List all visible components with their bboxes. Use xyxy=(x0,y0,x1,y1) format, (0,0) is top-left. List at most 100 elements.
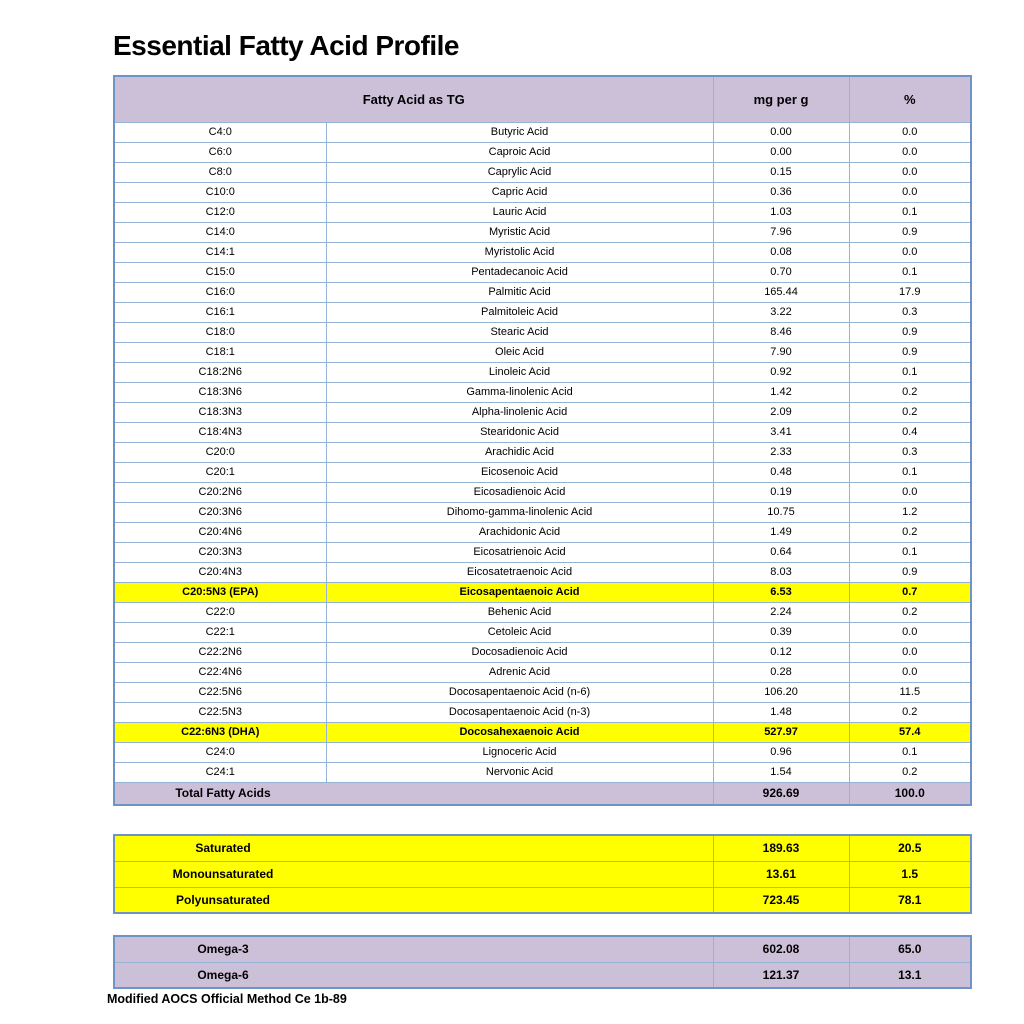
table-row: C18:3N6 Gamma-linolenic Acid 1.42 0.2 xyxy=(113,381,972,403)
summary-label-cell: Saturated xyxy=(113,834,714,862)
fatty-acid-code-cell: C22:5N6 xyxy=(113,681,327,703)
omega-mg-cell: 121.37 xyxy=(712,961,850,989)
omega-summary-rows: Omega-3 602.08 65.0 Omega-6 121.37 13.1 xyxy=(113,935,972,989)
omega-row: Omega-6 121.37 13.1 xyxy=(113,961,972,989)
total-label: Total Fatty Acids xyxy=(175,786,271,801)
fatty-acid-name-cell: Eicosadienoic Acid xyxy=(325,481,714,503)
fatty-acid-name-cell: Myristic Acid xyxy=(325,221,714,243)
omega-summary-table: Omega-3 602.08 65.0 Omega-6 121.37 13.1 xyxy=(113,935,972,989)
percent-cell: 0.9 xyxy=(848,341,972,363)
mg-per-g-cell: 10.75 xyxy=(712,501,850,523)
fatty-acid-code-cell: C16:1 xyxy=(113,301,327,323)
fatty-acid-name-cell: Capric Acid xyxy=(325,181,714,203)
percent-cell: 0.3 xyxy=(848,301,972,323)
table-row: C20:4N3 Eicosatetraenoic Acid 8.03 0.9 xyxy=(113,561,972,583)
omega-label-cell: Omega-6 xyxy=(113,961,714,989)
total-label-cell: Total Fatty Acids xyxy=(113,781,714,806)
spacer xyxy=(113,806,970,834)
summary-percent-cell: 20.5 xyxy=(848,834,972,862)
table-row: C18:4N3 Stearidonic Acid 3.41 0.4 xyxy=(113,421,972,443)
table-row: C24:1 Nervonic Acid 1.54 0.2 xyxy=(113,761,972,783)
fatty-acid-code-cell: C22:6N3 (DHA) xyxy=(113,721,327,743)
fatty-acid-name-cell: Caprylic Acid xyxy=(325,161,714,183)
table-row: C20:3N3 Eicosatrienoic Acid 0.64 0.1 xyxy=(113,541,972,563)
percent-cell: 0.0 xyxy=(848,181,972,203)
summary-percent-cell: 78.1 xyxy=(848,886,972,914)
omega-label: Omega-6 xyxy=(197,967,249,982)
fatty-acid-code-cell: C14:0 xyxy=(113,221,327,243)
percent-cell: 0.9 xyxy=(848,321,972,343)
table-row: C16:1 Palmitoleic Acid 3.22 0.3 xyxy=(113,301,972,323)
table-row: C6:0 Caproic Acid 0.00 0.0 xyxy=(113,141,972,163)
percent-cell: 0.2 xyxy=(848,521,972,543)
mg-per-g-cell: 0.28 xyxy=(712,661,850,683)
fatty-acid-name-cell: Palmitic Acid xyxy=(325,281,714,303)
table-row: C22:1 Cetoleic Acid 0.39 0.0 xyxy=(113,621,972,643)
fatty-acid-name-cell: Stearic Acid xyxy=(325,321,714,343)
fatty-acid-code-cell: C20:3N6 xyxy=(113,501,327,523)
table-row: C22:4N6 Adrenic Acid 0.28 0.0 xyxy=(113,661,972,683)
percent-cell: 0.1 xyxy=(848,741,972,763)
mg-per-g-cell: 527.97 xyxy=(712,721,850,743)
percent-cell: 0.4 xyxy=(848,421,972,443)
fatty-acid-code-cell: C22:5N3 xyxy=(113,701,327,723)
percent-cell: 0.0 xyxy=(848,661,972,683)
total-mg-cell: 926.69 xyxy=(712,781,850,806)
fatty-acid-code-cell: C14:1 xyxy=(113,241,327,263)
percent-cell: 0.0 xyxy=(848,481,972,503)
mg-per-g-cell: 8.03 xyxy=(712,561,850,583)
mg-per-g-cell: 1.03 xyxy=(712,201,850,223)
fatty-acid-name-cell: Nervonic Acid xyxy=(325,761,714,783)
table-row: C20:5N3 (EPA) Eicosapentaenoic Acid 6.53… xyxy=(113,581,972,603)
fatty-acid-code-cell: C6:0 xyxy=(113,141,327,163)
table-row: C8:0 Caprylic Acid 0.15 0.0 xyxy=(113,161,972,183)
percent-cell: 0.1 xyxy=(848,461,972,483)
percent-cell: 0.0 xyxy=(848,621,972,643)
fatty-acid-code-cell: C20:3N3 xyxy=(113,541,327,563)
header-mg-per-g: mg per g xyxy=(712,75,850,123)
mg-per-g-cell: 0.48 xyxy=(712,461,850,483)
fatty-acid-name-cell: Pentadecanoic Acid xyxy=(325,261,714,283)
mg-per-g-cell: 0.15 xyxy=(712,161,850,183)
percent-cell: 0.7 xyxy=(848,581,972,603)
fatty-acid-code-cell: C8:0 xyxy=(113,161,327,183)
fatty-acid-code-cell: C20:2N6 xyxy=(113,481,327,503)
summary-label: Saturated xyxy=(195,841,251,856)
table-row: C12:0 Lauric Acid 1.03 0.1 xyxy=(113,201,972,223)
table-row: C22:5N3 Docosapentaenoic Acid (n-3) 1.48… xyxy=(113,701,972,723)
mg-per-g-cell: 165.44 xyxy=(712,281,850,303)
fatty-acid-name-cell: Linoleic Acid xyxy=(325,361,714,383)
summary-row: Monounsaturated 13.61 1.5 xyxy=(113,860,972,888)
fatty-acid-name-cell: Stearidonic Acid xyxy=(325,421,714,443)
fatty-acid-code-cell: C20:4N6 xyxy=(113,521,327,543)
summary-label: Polyunsaturated xyxy=(175,892,271,907)
mg-per-g-cell: 3.22 xyxy=(712,301,850,323)
summary-label: Monounsaturated xyxy=(172,867,274,881)
mg-per-g-cell: 6.53 xyxy=(712,581,850,603)
percent-cell: 1.2 xyxy=(848,501,972,523)
percent-cell: 0.1 xyxy=(848,541,972,563)
page-title: Essential Fatty Acid Profile xyxy=(113,30,459,61)
fatty-acid-name-cell: Docosapentaenoic Acid (n-6) xyxy=(325,681,714,703)
fatty-acid-name-cell: Lauric Acid xyxy=(325,201,714,223)
mg-per-g-cell: 0.12 xyxy=(712,641,850,663)
mg-per-g-cell: 0.08 xyxy=(712,241,850,263)
fatty-acid-code-cell: C18:3N6 xyxy=(113,381,327,403)
header-fatty-acid: Fatty Acid as TG xyxy=(113,75,714,123)
table-row: C20:4N6 Arachidonic Acid 1.49 0.2 xyxy=(113,521,972,543)
omega-mg-cell: 602.08 xyxy=(712,935,850,963)
table-row: C20:2N6 Eicosadienoic Acid 0.19 0.0 xyxy=(113,481,972,503)
fatty-acid-code-cell: C18:1 xyxy=(113,341,327,363)
fatty-acid-name-cell: Eicosatrienoic Acid xyxy=(325,541,714,563)
percent-cell: 11.5 xyxy=(848,681,972,703)
table-row: C18:3N3 Alpha-linolenic Acid 2.09 0.2 xyxy=(113,401,972,423)
percent-cell: 17.9 xyxy=(848,281,972,303)
percent-cell: 0.2 xyxy=(848,381,972,403)
table-header-row: Fatty Acid as TG mg per g % xyxy=(113,75,972,123)
summary-row: Polyunsaturated 723.45 78.1 xyxy=(113,886,972,914)
mg-per-g-cell: 7.90 xyxy=(712,341,850,363)
fatty-acid-name-cell: Gamma-linolenic Acid xyxy=(325,381,714,403)
table-row: C22:2N6 Docosadienoic Acid 0.12 0.0 xyxy=(113,641,972,663)
percent-cell: 0.0 xyxy=(848,161,972,183)
